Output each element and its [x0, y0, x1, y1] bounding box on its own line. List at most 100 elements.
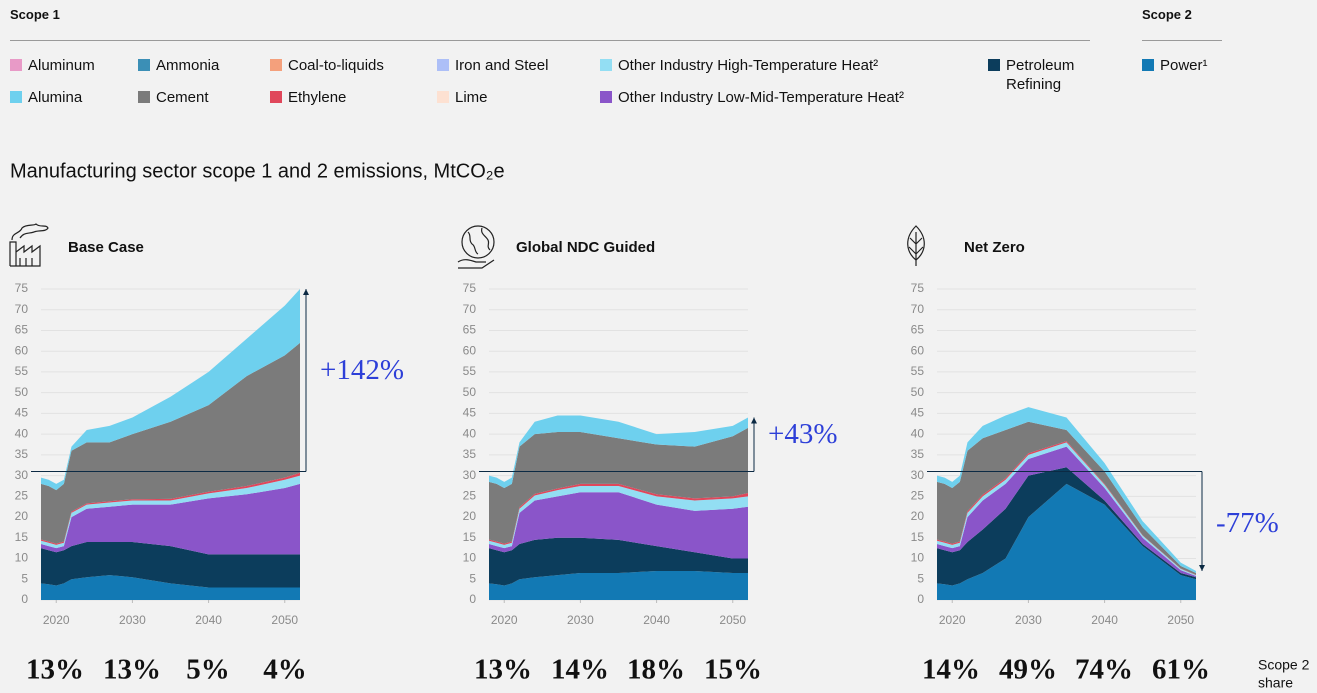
- legend-group-title: Scope 1: [10, 7, 60, 22]
- area: [489, 492, 748, 559]
- legend-swatch: [437, 91, 449, 103]
- y-tick-label: 40: [463, 426, 477, 440]
- area: [489, 485, 748, 549]
- area: [937, 421, 1196, 575]
- legend-swatch: [988, 59, 1000, 71]
- y-tick-label: 40: [911, 426, 925, 440]
- legend-item: Other Industry Low-Mid-Temperature Heat²: [600, 88, 980, 107]
- x-tick-label: 2020: [939, 613, 966, 627]
- area: [937, 446, 1196, 578]
- legend: Scope 1 Aluminum Alumina Ammonia Cement Coal-…: [0, 0, 1317, 130]
- y-tick-label: 25: [15, 489, 29, 503]
- y-tick-label: 5: [469, 571, 476, 585]
- legend-swatch: [600, 59, 612, 71]
- y-tick-label: 25: [911, 489, 925, 503]
- legend-label: Other Industry High-Temperature Heat²: [618, 57, 879, 74]
- area: [41, 342, 300, 544]
- legend-label: Iron and Steel: [455, 57, 549, 74]
- y-tick-label: 60: [15, 343, 29, 357]
- legend-label: Petroleum Refining: [1006, 57, 1075, 93]
- y-tick-label: 10: [463, 551, 477, 565]
- y-tick-label: 65: [15, 323, 29, 337]
- y-tick-label: 50: [463, 385, 477, 399]
- globe-icon: [457, 225, 495, 269]
- area: [489, 537, 748, 586]
- y-tick-label: 35: [15, 447, 29, 461]
- area: [489, 570, 748, 600]
- x-tick-label: 2050: [1167, 613, 1194, 627]
- legend-item: Other Industry High-Temperature Heat²: [600, 56, 980, 75]
- legend-item: Alumina: [10, 88, 130, 107]
- area: [41, 475, 300, 549]
- x-tick-label: 2030: [567, 613, 594, 627]
- x-tick-label: 2040: [195, 613, 222, 627]
- y-tick-label: 5: [21, 571, 28, 585]
- factory-icon: [9, 223, 49, 267]
- y-tick-label: 35: [463, 447, 477, 461]
- area: [937, 483, 1196, 600]
- y-tick-label: 20: [15, 509, 29, 523]
- y-tick-label: 40: [15, 426, 29, 440]
- y-tick-label: 45: [911, 406, 925, 420]
- legend-item: Ammonia: [138, 56, 263, 75]
- y-tick-label: 0: [917, 592, 924, 606]
- legend-label: Power¹: [1160, 57, 1208, 74]
- legend-swatch: [437, 59, 449, 71]
- y-tick-label: 60: [463, 343, 477, 357]
- legend-item: Coal-to-liquids: [270, 56, 430, 75]
- legend-swatch: [1142, 59, 1154, 71]
- share-label: 49%: [999, 654, 1057, 686]
- legend-item: Ethylene: [270, 88, 430, 107]
- legend-label: Coal-to-liquids: [288, 57, 384, 74]
- legend-item: Power¹: [1142, 56, 1262, 75]
- panel-title: Base Case: [68, 239, 144, 256]
- y-tick-label: 70: [15, 302, 29, 316]
- y-tick-label: 20: [911, 509, 925, 523]
- legend-label: Ethylene: [288, 89, 347, 106]
- y-tick-label: 15: [911, 530, 925, 544]
- y-tick-label: 0: [21, 592, 28, 606]
- x-tick-label: 2020: [491, 613, 518, 627]
- area: [489, 483, 748, 545]
- y-tick-label: 65: [911, 323, 925, 337]
- y-tick-label: 15: [15, 530, 29, 544]
- area: [41, 483, 300, 555]
- area: [937, 467, 1196, 586]
- change-label: +43%: [768, 418, 838, 450]
- legend-label: Lime: [455, 89, 488, 106]
- share-label: 13%: [26, 654, 84, 686]
- legend-swatch: [138, 91, 150, 103]
- legend-label: Ammonia: [156, 57, 220, 74]
- y-tick-label: 50: [911, 385, 925, 399]
- y-tick-label: 15: [463, 530, 477, 544]
- share-caption: Scope 2: [1258, 657, 1310, 673]
- legend-swatch: [10, 59, 22, 71]
- area: [41, 541, 300, 588]
- x-tick-label: 2030: [119, 613, 146, 627]
- legend-label: Alumina: [28, 89, 83, 106]
- y-tick-label: 30: [463, 468, 477, 482]
- legend-rule: [1142, 40, 1222, 41]
- y-tick-label: 70: [911, 302, 925, 316]
- legend-label: Other Industry Low-Mid-Temperature Heat²: [618, 89, 904, 106]
- y-tick-label: 10: [911, 551, 925, 565]
- x-tick-label: 2050: [271, 613, 298, 627]
- share-label: 13%: [103, 654, 161, 686]
- y-tick-label: 75: [15, 281, 29, 295]
- legend-label: Cement: [156, 89, 209, 106]
- y-tick-label: 45: [15, 406, 29, 420]
- area: [41, 289, 300, 491]
- x-tick-label: 2040: [643, 613, 670, 627]
- y-tick-label: 20: [463, 509, 477, 523]
- y-tick-label: 50: [15, 385, 29, 399]
- legend-swatch: [270, 59, 282, 71]
- area: [489, 427, 748, 544]
- y-tick-label: 75: [911, 281, 925, 295]
- x-tick-label: 2020: [43, 613, 70, 627]
- x-tick-label: 2030: [1015, 613, 1042, 627]
- change-label: -77%: [1216, 507, 1279, 539]
- share-label: 13%: [474, 654, 532, 686]
- share-caption: share: [1258, 675, 1293, 691]
- y-tick-label: 55: [911, 364, 925, 378]
